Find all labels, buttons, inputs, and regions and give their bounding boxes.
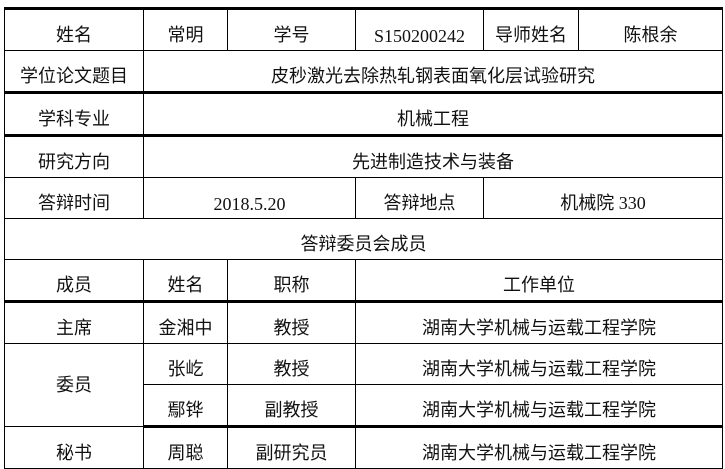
thesis-label: 学位论文题目 [4, 50, 144, 94]
member-role: 主席 [4, 301, 144, 344]
name-label: 姓名 [4, 7, 144, 51]
table-row: 主席 金湘中 教授 湖南大学机械与运载工程学院 [4, 301, 723, 344]
member-name: 金湘中 [143, 301, 228, 344]
member-unit: 湖南大学机械与运载工程学院 [355, 343, 723, 385]
student-row: 姓名 常明 学号 S150200242 导师姓名 陈根余 [4, 7, 723, 51]
member-name: 鄢铧 [143, 384, 228, 428]
member-name: 张屹 [143, 343, 228, 385]
committee-title: 答辩委员会成员 [4, 218, 723, 260]
defense-place-label: 答辩地点 [355, 177, 484, 219]
member-unit: 湖南大学机械与运载工程学院 [355, 426, 723, 469]
member-unit: 湖南大学机械与运载工程学院 [355, 384, 723, 428]
direction-label: 研究方向 [4, 135, 144, 178]
advisor-label: 导师姓名 [483, 7, 579, 51]
header-role: 成员 [4, 259, 144, 303]
member-title: 教授 [227, 343, 356, 385]
direction-value: 先进制造技术与装备 [143, 135, 723, 178]
member-role: 秘书 [4, 426, 144, 469]
member-unit: 湖南大学机械与运载工程学院 [355, 301, 723, 344]
table-row: 委员 张屹 教授 湖南大学机械与运载工程学院 [4, 343, 723, 427]
table-row: 鄢铧 副教授 湖南大学机械与运载工程学院 [5, 384, 723, 428]
committee-header-row: 成员 姓名 职称 工作单位 [4, 259, 723, 303]
id-label: 学号 [227, 7, 356, 51]
defense-info-table: 姓名 常明 学号 S150200242 导师姓名 陈根余 学位论文题目 皮秒激光… [4, 7, 723, 469]
major-label: 学科专业 [4, 92, 144, 137]
defense-row: 答辩时间 2018.5.20 答辩地点 机械院 330 [4, 177, 723, 219]
major-row: 学科专业 机械工程 [4, 92, 723, 137]
defense-time-value: 2018.5.20 [143, 177, 356, 219]
member-name: 周聪 [143, 426, 228, 469]
member-title: 教授 [227, 301, 356, 344]
member-role: 委员 [4, 343, 144, 427]
thesis-row: 学位论文题目 皮秒激光去除热轧钢表面氧化层试验研究 [4, 50, 723, 94]
table-row: 秘书 周聪 副研究员 湖南大学机械与运载工程学院 [4, 426, 723, 469]
committee-title-row: 答辩委员会成员 [4, 218, 723, 260]
defense-place-value: 机械院 330 [483, 177, 723, 219]
member-title: 副教授 [227, 384, 356, 428]
advisor-value: 陈根余 [578, 7, 723, 51]
thesis-value: 皮秒激光去除热轧钢表面氧化层试验研究 [143, 50, 723, 94]
id-value: S150200242 [355, 7, 484, 51]
header-unit: 工作单位 [355, 259, 723, 303]
defense-time-label: 答辩时间 [4, 177, 144, 219]
member-title: 副研究员 [227, 426, 356, 469]
header-title: 职称 [227, 259, 356, 303]
name-value: 常明 [143, 7, 228, 51]
header-name: 姓名 [143, 259, 228, 303]
major-value: 机械工程 [143, 92, 723, 137]
direction-row: 研究方向 先进制造技术与装备 [4, 135, 723, 178]
